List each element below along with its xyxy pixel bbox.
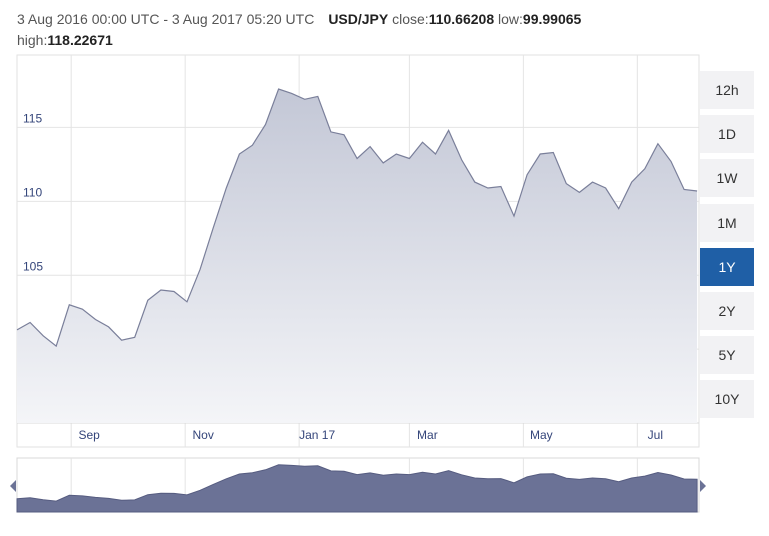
range-button[interactable]: 10Y [700, 380, 754, 419]
navigator-handle [700, 480, 706, 492]
range-button[interactable]: 5Y [700, 336, 754, 375]
pair: USD/JPY [328, 11, 389, 27]
close-label: close: [392, 11, 429, 27]
low-label: low: [498, 11, 523, 27]
range-button[interactable]: 1D [700, 115, 754, 154]
date-range: 3 Aug 2016 00:00 UTC - 3 Aug 2017 05:20 … [17, 11, 315, 27]
range-button[interactable]: 1Y [700, 247, 754, 286]
range-button[interactable]: 1M [700, 203, 754, 242]
y-tick-label: 110 [23, 185, 42, 199]
line [16, 88, 698, 348]
navigator-handle [10, 480, 16, 492]
navigator-area [16, 464, 698, 513]
header: 3 Aug 2016 00:00 UTC - 3 Aug 2017 05:20 … [17, 9, 707, 51]
area [17, 89, 698, 423]
x-tick-label: Jan 17 [299, 428, 335, 442]
low-value: 99.99065 [522, 11, 582, 27]
x-tick-label: Sep [79, 428, 101, 442]
range-button[interactable]: 12h [700, 71, 754, 109]
high-label: high: [17, 32, 48, 48]
close-value: 110.66208 [428, 11, 495, 27]
x-tick-label: May [530, 428, 553, 442]
x-tick-label: Nov [192, 428, 213, 442]
range-button[interactable]: 2Y [700, 292, 754, 330]
y-tick-label: 105 [23, 259, 43, 273]
x-tick-label: Mar [417, 428, 438, 442]
high-value: 118.22671 [47, 32, 113, 48]
range-button[interactable]: 1W [700, 159, 754, 198]
y-tick-label: 115 [23, 112, 42, 126]
x-tick-label: Jul [648, 428, 663, 442]
